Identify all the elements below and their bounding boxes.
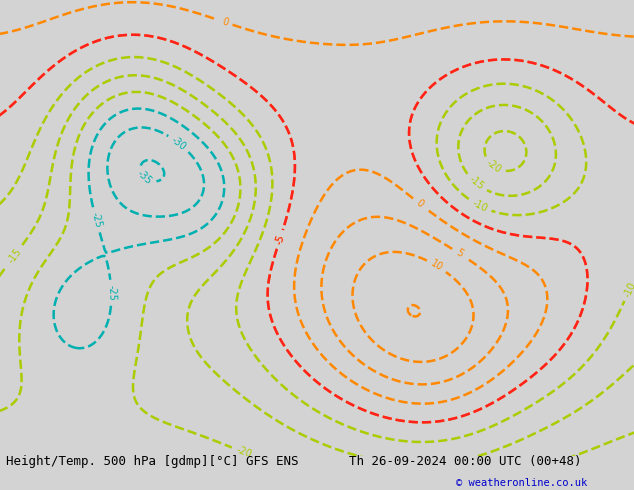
Text: 5: 5: [454, 247, 464, 259]
Text: -5: -5: [274, 233, 286, 245]
Text: -25: -25: [106, 285, 117, 301]
Text: -35: -35: [135, 168, 153, 186]
Text: -20: -20: [235, 445, 253, 460]
Text: 10: 10: [429, 258, 444, 273]
Text: 0: 0: [221, 17, 230, 28]
Text: -25: -25: [89, 211, 103, 229]
Text: -20: -20: [484, 158, 503, 175]
Text: -30: -30: [170, 135, 188, 152]
Text: -15: -15: [6, 246, 23, 265]
Text: -10: -10: [470, 197, 489, 214]
Text: 0: 0: [414, 197, 425, 209]
Text: -5: -5: [274, 233, 286, 245]
Text: © weatheronline.co.uk: © weatheronline.co.uk: [456, 478, 588, 488]
Text: Height/Temp. 500 hPa [gdmp][°C] GFS ENS: Height/Temp. 500 hPa [gdmp][°C] GFS ENS: [6, 455, 299, 468]
Text: -15: -15: [467, 174, 486, 192]
Text: Th 26-09-2024 00:00 UTC (00+48): Th 26-09-2024 00:00 UTC (00+48): [349, 455, 581, 468]
Text: -10: -10: [622, 280, 634, 298]
